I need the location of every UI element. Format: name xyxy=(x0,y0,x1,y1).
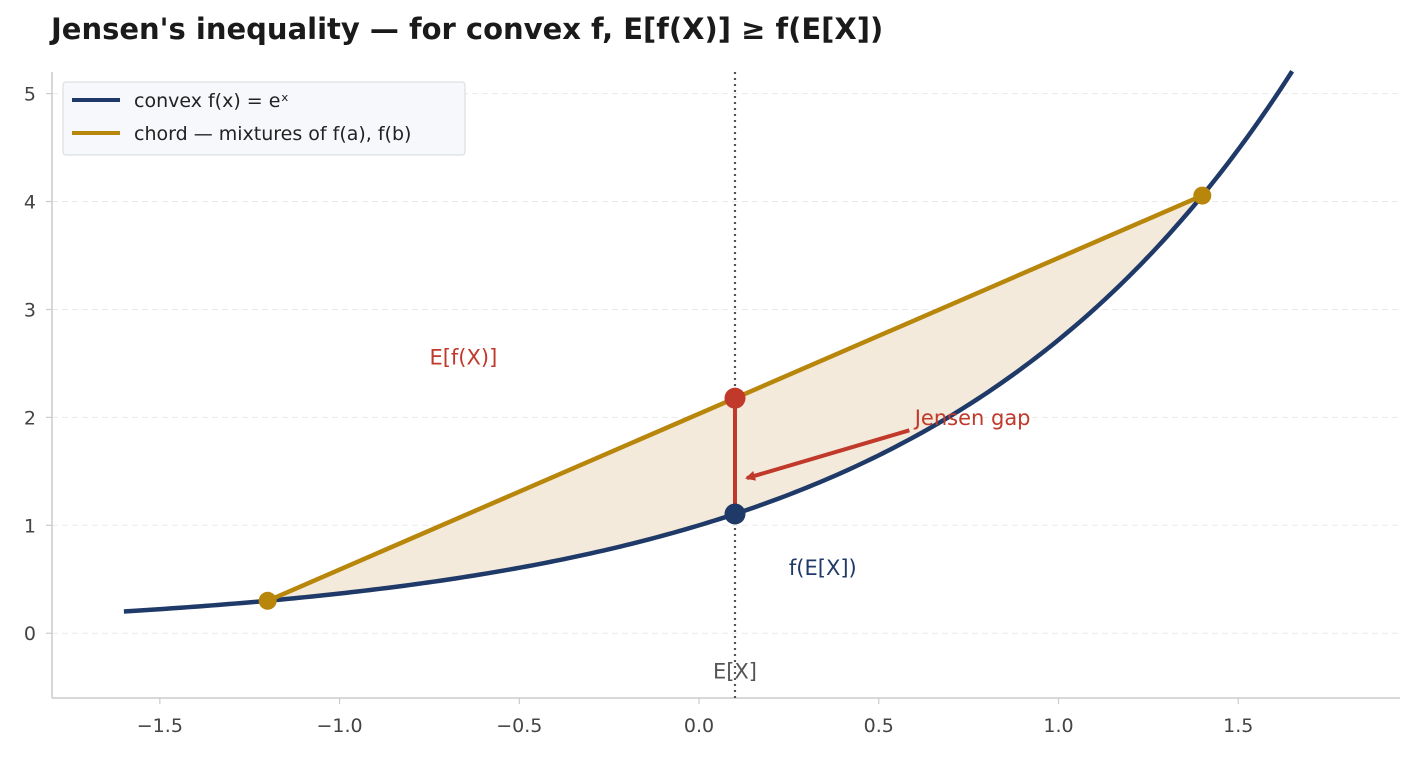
legend-chord-label: chord — mixtures of f(a), f(b) xyxy=(134,123,411,145)
y-tick-label: 1 xyxy=(24,515,36,537)
mean-of-f-point xyxy=(724,387,746,409)
mean-x-label: E[X] xyxy=(713,660,757,684)
x-tick-label: 0.5 xyxy=(864,715,894,737)
jensen-gap-label: Jensen gap xyxy=(913,406,1031,430)
chord-endpoint-b xyxy=(1193,186,1212,205)
y-tick-label: 2 xyxy=(24,407,36,429)
x-tick-label: 0.0 xyxy=(684,715,714,737)
legend-box xyxy=(62,81,466,156)
y-tick-label: 3 xyxy=(24,299,36,321)
mean-of-f-label: E[f(X)] xyxy=(429,345,497,369)
x-tick-label: 1.5 xyxy=(1223,715,1253,737)
f-of-mean-label: f(E[X]) xyxy=(789,556,857,580)
chart-title: Jensen's inequality — for convex f, E[f(… xyxy=(51,12,884,46)
jensen-gap-arrow xyxy=(745,428,910,481)
legend-curve-label: convex f(x) = eˣ xyxy=(134,90,289,112)
convex-curve-line xyxy=(123,70,1295,614)
y-tick-label: 0 xyxy=(24,623,36,645)
chord-endpoint-a xyxy=(258,591,277,610)
f-of-mean-point xyxy=(724,503,746,525)
x-tick-label: −1.5 xyxy=(137,715,183,737)
y-tick-label: 4 xyxy=(24,192,36,214)
y-ticks: 0 1 2 3 4 5 xyxy=(24,84,52,645)
x-tick-label: −0.5 xyxy=(496,715,542,737)
x-tick-label: 1.0 xyxy=(1043,715,1073,737)
x-tick-label: −1.0 xyxy=(317,715,363,737)
y-tick-label: 5 xyxy=(24,84,36,106)
x-ticks: −1.5 −1.0 −0.5 0.0 0.5 1.0 1.5 xyxy=(137,698,1253,737)
legend: convex f(x) = eˣ chord — mixtures of f(a… xyxy=(62,81,466,156)
grid-lines xyxy=(52,93,1400,634)
